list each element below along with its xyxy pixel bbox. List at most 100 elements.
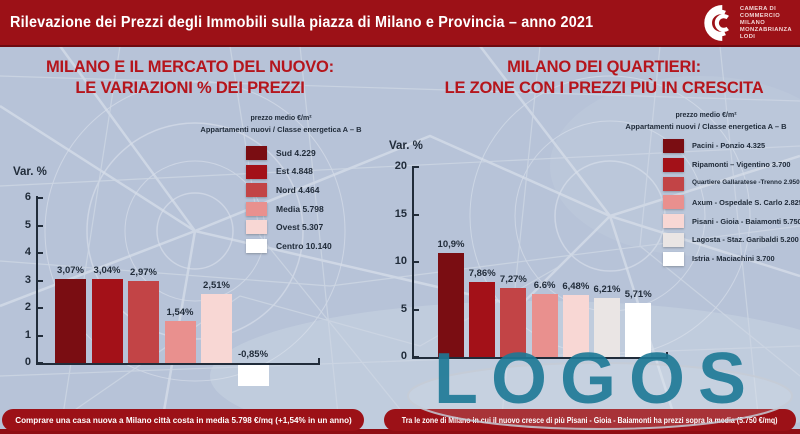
footnote-left-text: Comprare una casa nuova a Milano città c… — [14, 415, 352, 425]
x-axis-endcap — [666, 352, 668, 359]
tick-label: 10 — [394, 255, 407, 267]
legend-title-line: prezzo medio €/m² — [675, 112, 737, 119]
tick-label: 4 — [24, 246, 31, 258]
legend-swatch — [246, 201, 267, 216]
legend-swatch — [663, 214, 684, 229]
page-title: Rilevazione dei Prezzi degli Immobili su… — [10, 13, 594, 31]
bar-value-label: -0,85% — [237, 349, 269, 360]
bar-value-label: 10,9% — [437, 239, 465, 251]
tick-mark — [38, 362, 43, 364]
y-axis-line — [36, 196, 38, 365]
legend-title-line: Appartamenti nuovi / Classe energetica A… — [625, 121, 787, 131]
legend-title: prezzo medio €/m² Appartamenti nuovi / Cl… — [576, 111, 800, 132]
legend-label: Ripamonti – Vigentino 3.700 — [692, 160, 791, 170]
bar — [237, 363, 269, 387]
bar-value-label: 7,86% — [468, 268, 496, 280]
bar-value-label: 1,54% — [166, 306, 194, 318]
bar — [91, 279, 123, 363]
legend-swatch — [663, 233, 684, 247]
tick-label: 2 — [24, 301, 31, 313]
legend-swatch — [663, 139, 684, 153]
bar-value-label: 2,51% — [203, 279, 230, 291]
chart-title-left-line1: MILANO E IL MERCATO DEL NUOVO: — [46, 58, 334, 76]
legend-label: Istria - Maciachini 3.700 — [692, 254, 775, 264]
legend-label: Est 4.848 — [276, 166, 313, 177]
legend-label: Lagosta - Staz. Garibaldi 5.200 — [692, 235, 799, 245]
bar-value-label: 6.6% — [533, 280, 556, 292]
chart-title-right-line2: LE ZONE CON I PREZZI PIÙ IN CRESCITA — [444, 79, 764, 97]
legend-title-line: prezzo medio €/m² — [250, 115, 312, 122]
tick-label: 15 — [394, 207, 407, 220]
legend-label: Quartiere Gallaratese -Trenno 2.950 — [692, 179, 800, 187]
legend-label: Nord 4.464 — [276, 184, 320, 195]
bar — [594, 298, 620, 357]
logo-text-line: CAMERA DI — [739, 5, 777, 12]
tick-mark — [414, 261, 419, 263]
bar — [562, 295, 589, 357]
tick-mark — [38, 279, 43, 282]
tick-mark — [38, 197, 43, 199]
tick-mark — [414, 166, 419, 168]
tick-label: 0 — [24, 356, 31, 368]
legend-swatch — [246, 220, 267, 235]
bar — [438, 253, 464, 357]
tick-label: 5 — [24, 218, 31, 231]
bar-value-label: 6,21% — [593, 284, 621, 295]
y-axis-label: Var. % — [13, 166, 47, 178]
logo-text-line: MONZABRIANZA — [739, 26, 792, 33]
bar — [531, 294, 558, 357]
legend-label: Ovest 5.307 — [276, 222, 324, 233]
bar — [201, 293, 232, 363]
header-bar: Rilevazione dei Prezzi degli Immobili su… — [0, 0, 800, 45]
bar — [128, 281, 159, 363]
tick-mark — [414, 308, 419, 311]
x-axis-baseline — [36, 363, 320, 365]
legend-swatch — [246, 146, 267, 160]
tick-mark — [38, 307, 43, 309]
legend-label: Axum - Ospedale S. Carlo 2.825 — [692, 197, 800, 207]
legend-swatch — [663, 157, 684, 172]
watermark-logos: LOGOS — [434, 339, 760, 419]
legend-swatch — [663, 176, 684, 191]
crescents-icon — [704, 5, 729, 41]
logo-text-line: MILANO — [739, 19, 766, 26]
legend-label: Media 5.798 — [276, 203, 324, 214]
chamber-of-commerce-logo: CAMERA DI COMMERCIO MILANO MONZABRIANZA LODI — [695, 3, 792, 43]
tick-mark — [414, 213, 419, 216]
bar-value-label: 3,04% — [93, 265, 121, 277]
footnote-left: Comprare una casa nuova a Milano città c… — [2, 409, 364, 431]
bar — [625, 302, 652, 357]
tick-label: 0 — [400, 350, 407, 362]
legend-swatch — [246, 183, 267, 198]
legend-title: prezzo medio €/m² Appartamenti nuovi / Cl… — [151, 114, 411, 135]
tick-mark — [414, 356, 419, 358]
legend-label: Sud 4.229 — [276, 147, 316, 158]
bar-value-label: 3,07% — [57, 264, 84, 276]
legend-swatch — [663, 251, 684, 266]
tick-mark — [38, 224, 43, 227]
legend-label: Pacini - Ponzio 4.325 — [692, 141, 766, 151]
bar-value-label: 6,48% — [562, 281, 590, 293]
bar — [164, 320, 196, 363]
bar-value-label: 2,97% — [130, 267, 157, 279]
chart-title-right-line1: MILANO DEI QUARTIERI: — [507, 58, 701, 76]
legend-swatch — [246, 164, 267, 179]
tick-mark — [38, 252, 43, 254]
logo-text-line: COMMERCIO — [739, 12, 781, 19]
legend-label: Pisani - Gioia - Baiamonti 5.750 — [692, 216, 800, 226]
chart-title-left-line2: LE VARIAZIONI % DEI PREZZI — [75, 79, 305, 97]
chart-title-left: MILANO E IL MERCATO DEL NUOVO: LE VARIAZ… — [20, 57, 360, 99]
tick-label: 1 — [24, 328, 31, 341]
x-axis-baseline — [412, 357, 668, 359]
tick-label: 20 — [394, 160, 407, 172]
tick-label: 3 — [24, 273, 31, 286]
y-axis-label: Var. % — [389, 140, 423, 152]
legend-swatch — [663, 195, 684, 210]
legend-swatch — [246, 239, 267, 253]
legend-label: Centro 10.140 — [276, 240, 332, 251]
bar — [469, 282, 496, 357]
bar-value-label: 5,71% — [624, 288, 652, 300]
tick-mark — [38, 334, 43, 337]
chart-title-right: MILANO DEI QUARTIERI: LE ZONE CON I PREZ… — [418, 57, 790, 99]
legend-title-line: Appartamenti nuovi / Classe energetica A… — [200, 124, 362, 134]
